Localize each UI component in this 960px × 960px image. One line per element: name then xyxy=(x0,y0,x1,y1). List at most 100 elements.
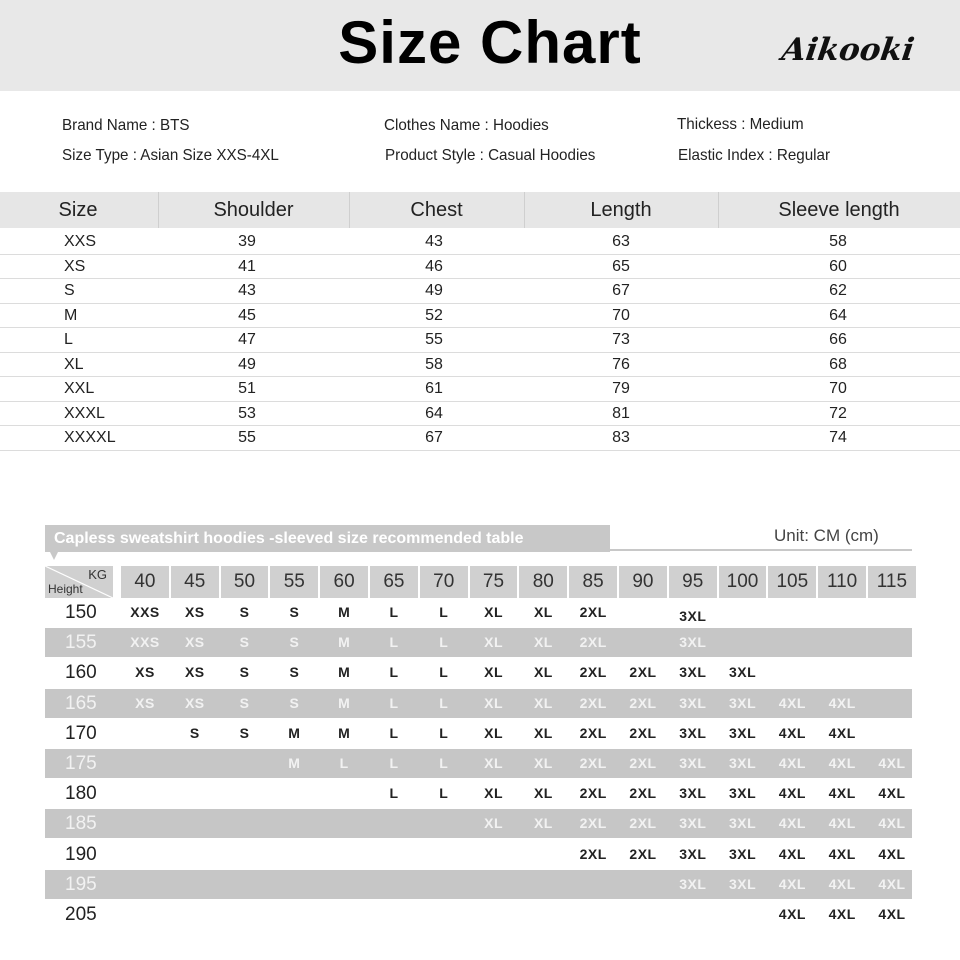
size-table-col-header: Size xyxy=(58,199,98,221)
size-recommendation: 4XL xyxy=(878,785,906,802)
column-divider xyxy=(158,192,159,228)
size-recommendation: XS xyxy=(184,604,205,620)
height-label: 180 xyxy=(65,783,97,805)
size-recommendation: M xyxy=(338,634,351,651)
diagonal-divider xyxy=(45,566,113,598)
size-recommendation: 3XL xyxy=(729,875,757,892)
recommend-row: 175 M L L L XL XL 2XL 2XL 3XL 3XL 4XL 4XL 4XL xyxy=(45,749,912,778)
height-label: 175 xyxy=(65,753,97,774)
size-recommendation: L xyxy=(439,785,449,802)
size-recommendation: XS xyxy=(135,694,155,711)
size-recommendation: XL xyxy=(533,604,553,620)
size-recommendation: L xyxy=(439,664,449,681)
size-recommendation: XS xyxy=(184,634,205,651)
size-recommendation: 2XL xyxy=(579,604,607,620)
size-table-cell: 67 xyxy=(425,429,443,446)
size-recommendation: XL xyxy=(533,815,553,832)
size-recommendation: L xyxy=(389,755,399,771)
size-recommendation: 4XL xyxy=(828,785,856,802)
weight-header: 75 xyxy=(469,566,518,598)
size-table-row: XXL 51 61 79 70 xyxy=(0,376,960,402)
size-recommendation: S xyxy=(239,724,250,741)
size-table-cell: 58 xyxy=(425,355,443,373)
size-recommendation: XL xyxy=(484,785,504,802)
size-table-cell: XXXXL xyxy=(64,429,116,446)
corner-header: KG Height xyxy=(45,566,113,598)
size-table-cell: 47 xyxy=(238,331,256,348)
size-recommendation: XL xyxy=(533,724,553,741)
size-recommendation: 3XL xyxy=(679,755,707,771)
size-recommendation: 2XL xyxy=(579,755,607,771)
size-recommendation: L xyxy=(439,724,449,741)
weight-header: 90 xyxy=(619,566,667,598)
size-table-cell: 51 xyxy=(238,380,256,397)
size-table-row: XXS 39 43 63 58 xyxy=(0,229,960,255)
size-recommendation: XL xyxy=(533,664,553,681)
brand-logo: Aikooki xyxy=(779,32,917,68)
size-table-row: XXXXL 55 67 83 74 xyxy=(0,425,960,451)
size-recommendation: 3XL xyxy=(679,694,707,711)
size-table-cell: 64 xyxy=(425,404,443,422)
weight-header: 40 xyxy=(121,566,169,598)
size-recommendation: 3XL xyxy=(679,875,707,892)
size-recommendation: 2XL xyxy=(629,724,657,741)
size-recommendation: S xyxy=(289,604,300,620)
size-recommendation: L xyxy=(389,604,399,620)
size-recommendation: L xyxy=(339,755,349,771)
height-label: 190 xyxy=(65,843,97,865)
recommend-row: 170 S S M M L L XL XL 2XL 2XL 3XL 3XL 4XL 4XL xyxy=(45,719,912,748)
size-table-col-header: Chest xyxy=(410,199,463,221)
info-elastic-index: Elastic Index : Regular xyxy=(678,147,831,164)
height-label: 195 xyxy=(65,873,97,895)
size-table-cell: 43 xyxy=(425,233,443,250)
size-table-cell: M xyxy=(64,306,78,324)
size-recommendation: L xyxy=(439,634,449,651)
size-recommendation: XL xyxy=(484,694,504,711)
size-recommendation: 3XL xyxy=(729,664,757,681)
recommend-row: 165 XS XS S S M L L XL XL 2XL 2XL 3XL 3XL 4XL 4XL xyxy=(45,688,912,718)
size-recommendation: 3XL xyxy=(679,608,707,624)
size-recommendation: 4XL xyxy=(828,875,856,892)
size-recommendation: XL xyxy=(533,755,553,771)
size-recommendation: 4XL xyxy=(878,845,906,862)
size-recommendation: 4XL xyxy=(778,906,806,922)
size-recommendation: XL xyxy=(484,664,504,681)
size-recommendation: 2XL xyxy=(579,724,607,741)
info-thickness: Thickess : Medium xyxy=(677,116,804,133)
corner-height-label: Height xyxy=(48,582,83,596)
size-recommendation: L xyxy=(389,724,399,741)
size-recommendation: 2XL xyxy=(579,664,607,681)
size-recommendation: 4XL xyxy=(828,815,856,832)
size-recommendation: L xyxy=(439,694,449,711)
size-recommendation: 2XL xyxy=(629,694,657,711)
size-recommendation: S xyxy=(239,694,250,711)
size-recommendation: M xyxy=(338,724,351,741)
size-table-cell: 64 xyxy=(829,306,847,324)
size-table-cell: XXXL xyxy=(64,404,105,422)
page-title: Size Chart xyxy=(338,9,642,76)
size-recommendation: 3XL xyxy=(729,694,757,711)
size-recommendation: M xyxy=(288,755,301,771)
weight-header: 115 xyxy=(868,566,916,598)
size-recommendation: 4XL xyxy=(828,906,856,922)
size-recommendation: XL xyxy=(484,724,504,741)
size-recommendation: L xyxy=(439,755,449,771)
size-table-cell: 65 xyxy=(612,257,630,275)
size-recommendation: 3XL xyxy=(679,664,707,681)
size-table-cell: 39 xyxy=(238,233,256,250)
size-recommendation: 4XL xyxy=(778,845,806,862)
size-recommendation: 3XL xyxy=(729,815,757,832)
size-table-cell: XS xyxy=(64,257,86,275)
recommend-row: 195 3XL 3XL 4XL 4XL 4XL xyxy=(45,869,912,899)
size-recommendation: 2XL xyxy=(579,634,607,651)
size-recommendation: S xyxy=(239,604,250,620)
size-recommendation: XXS xyxy=(130,634,160,651)
size-recommendation: 3XL xyxy=(679,724,707,741)
size-recommendation: S xyxy=(239,664,250,681)
size-recommendation: XL xyxy=(484,815,504,832)
size-recommendation: XL xyxy=(533,785,553,802)
size-recommendation: M xyxy=(338,604,351,620)
size-recommendation: XS xyxy=(184,694,205,711)
height-label: 185 xyxy=(65,813,97,835)
column-divider xyxy=(524,192,525,228)
